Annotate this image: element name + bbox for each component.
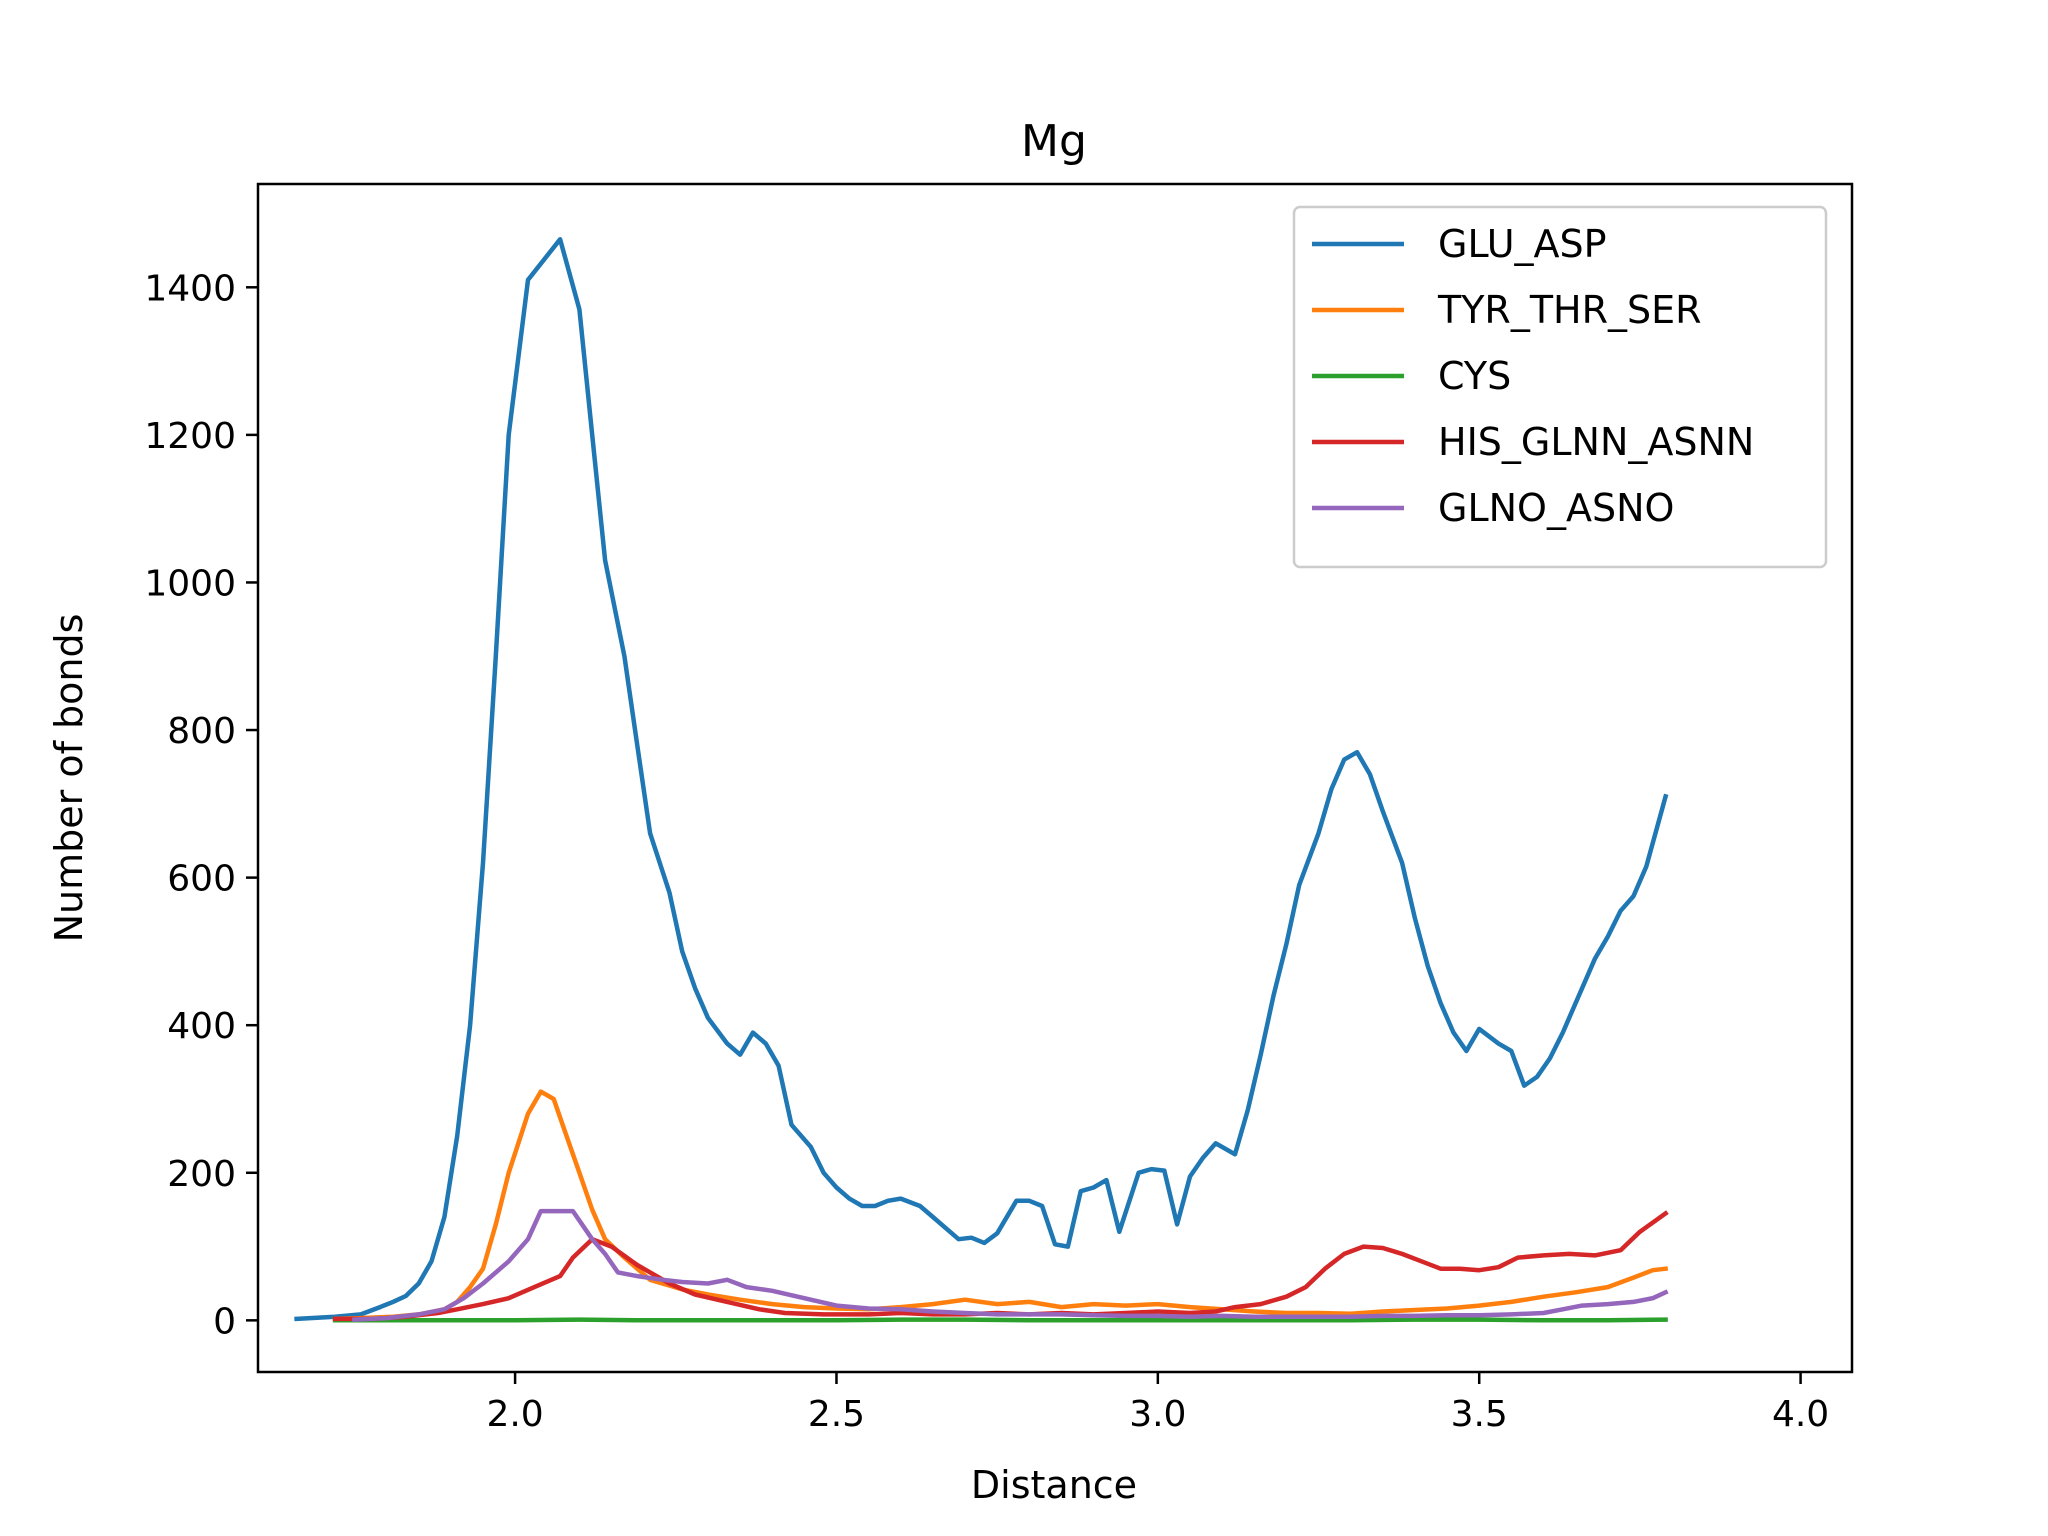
y-tick-label: 800	[167, 711, 236, 752]
x-axis-ticks: 2.0 2.5 3.0 3.5 4.0	[486, 1372, 1829, 1435]
legend-label: GLNO_ASNO	[1438, 486, 1674, 530]
series-layer	[294, 237, 1669, 1323]
legend-label: GLU_ASP	[1438, 222, 1607, 266]
legend: GLU_ASP TYR_THR_SER CYS HIS_GLNN_ASNN GLNO_A…	[1292, 205, 1828, 569]
y-tick-label: 400	[167, 1006, 236, 1047]
y-tick-label: 1000	[144, 563, 236, 604]
y-tick-label: 1400	[144, 268, 236, 309]
x-tick-label: 2.5	[808, 1394, 865, 1435]
y-axis-ticks: 0 200 400 600 800 1000 1200 1400	[144, 268, 258, 1342]
legend-label: CYS	[1438, 354, 1511, 398]
plot-area	[294, 237, 1669, 1323]
x-tick-label: 2.0	[486, 1394, 543, 1435]
x-axis-label: Distance	[971, 1463, 1137, 1507]
legend-label: HIS_GLNN_ASNN	[1438, 420, 1754, 464]
legend-box	[1292, 205, 1828, 569]
y-tick-label: 200	[167, 1154, 236, 1195]
axes-frame	[256, 182, 1854, 1374]
x-tick-label: 3.5	[1451, 1394, 1508, 1435]
x-tick-label: 4.0	[1772, 1394, 1829, 1435]
y-tick-label: 600	[167, 859, 236, 900]
series-line-cys	[332, 1317, 1668, 1323]
series-line-glu-asp	[294, 237, 1669, 1322]
series-line-glno-asno	[352, 1208, 1669, 1322]
y-axis-label: Number of bonds	[47, 614, 91, 943]
y-tick-label: 1200	[144, 416, 236, 457]
legend-label: TYR_THR_SER	[1437, 288, 1702, 332]
x-tick-label: 3.0	[1129, 1394, 1186, 1435]
y-tick-label: 0	[213, 1301, 236, 1342]
chart-title: Mg	[1021, 116, 1087, 167]
